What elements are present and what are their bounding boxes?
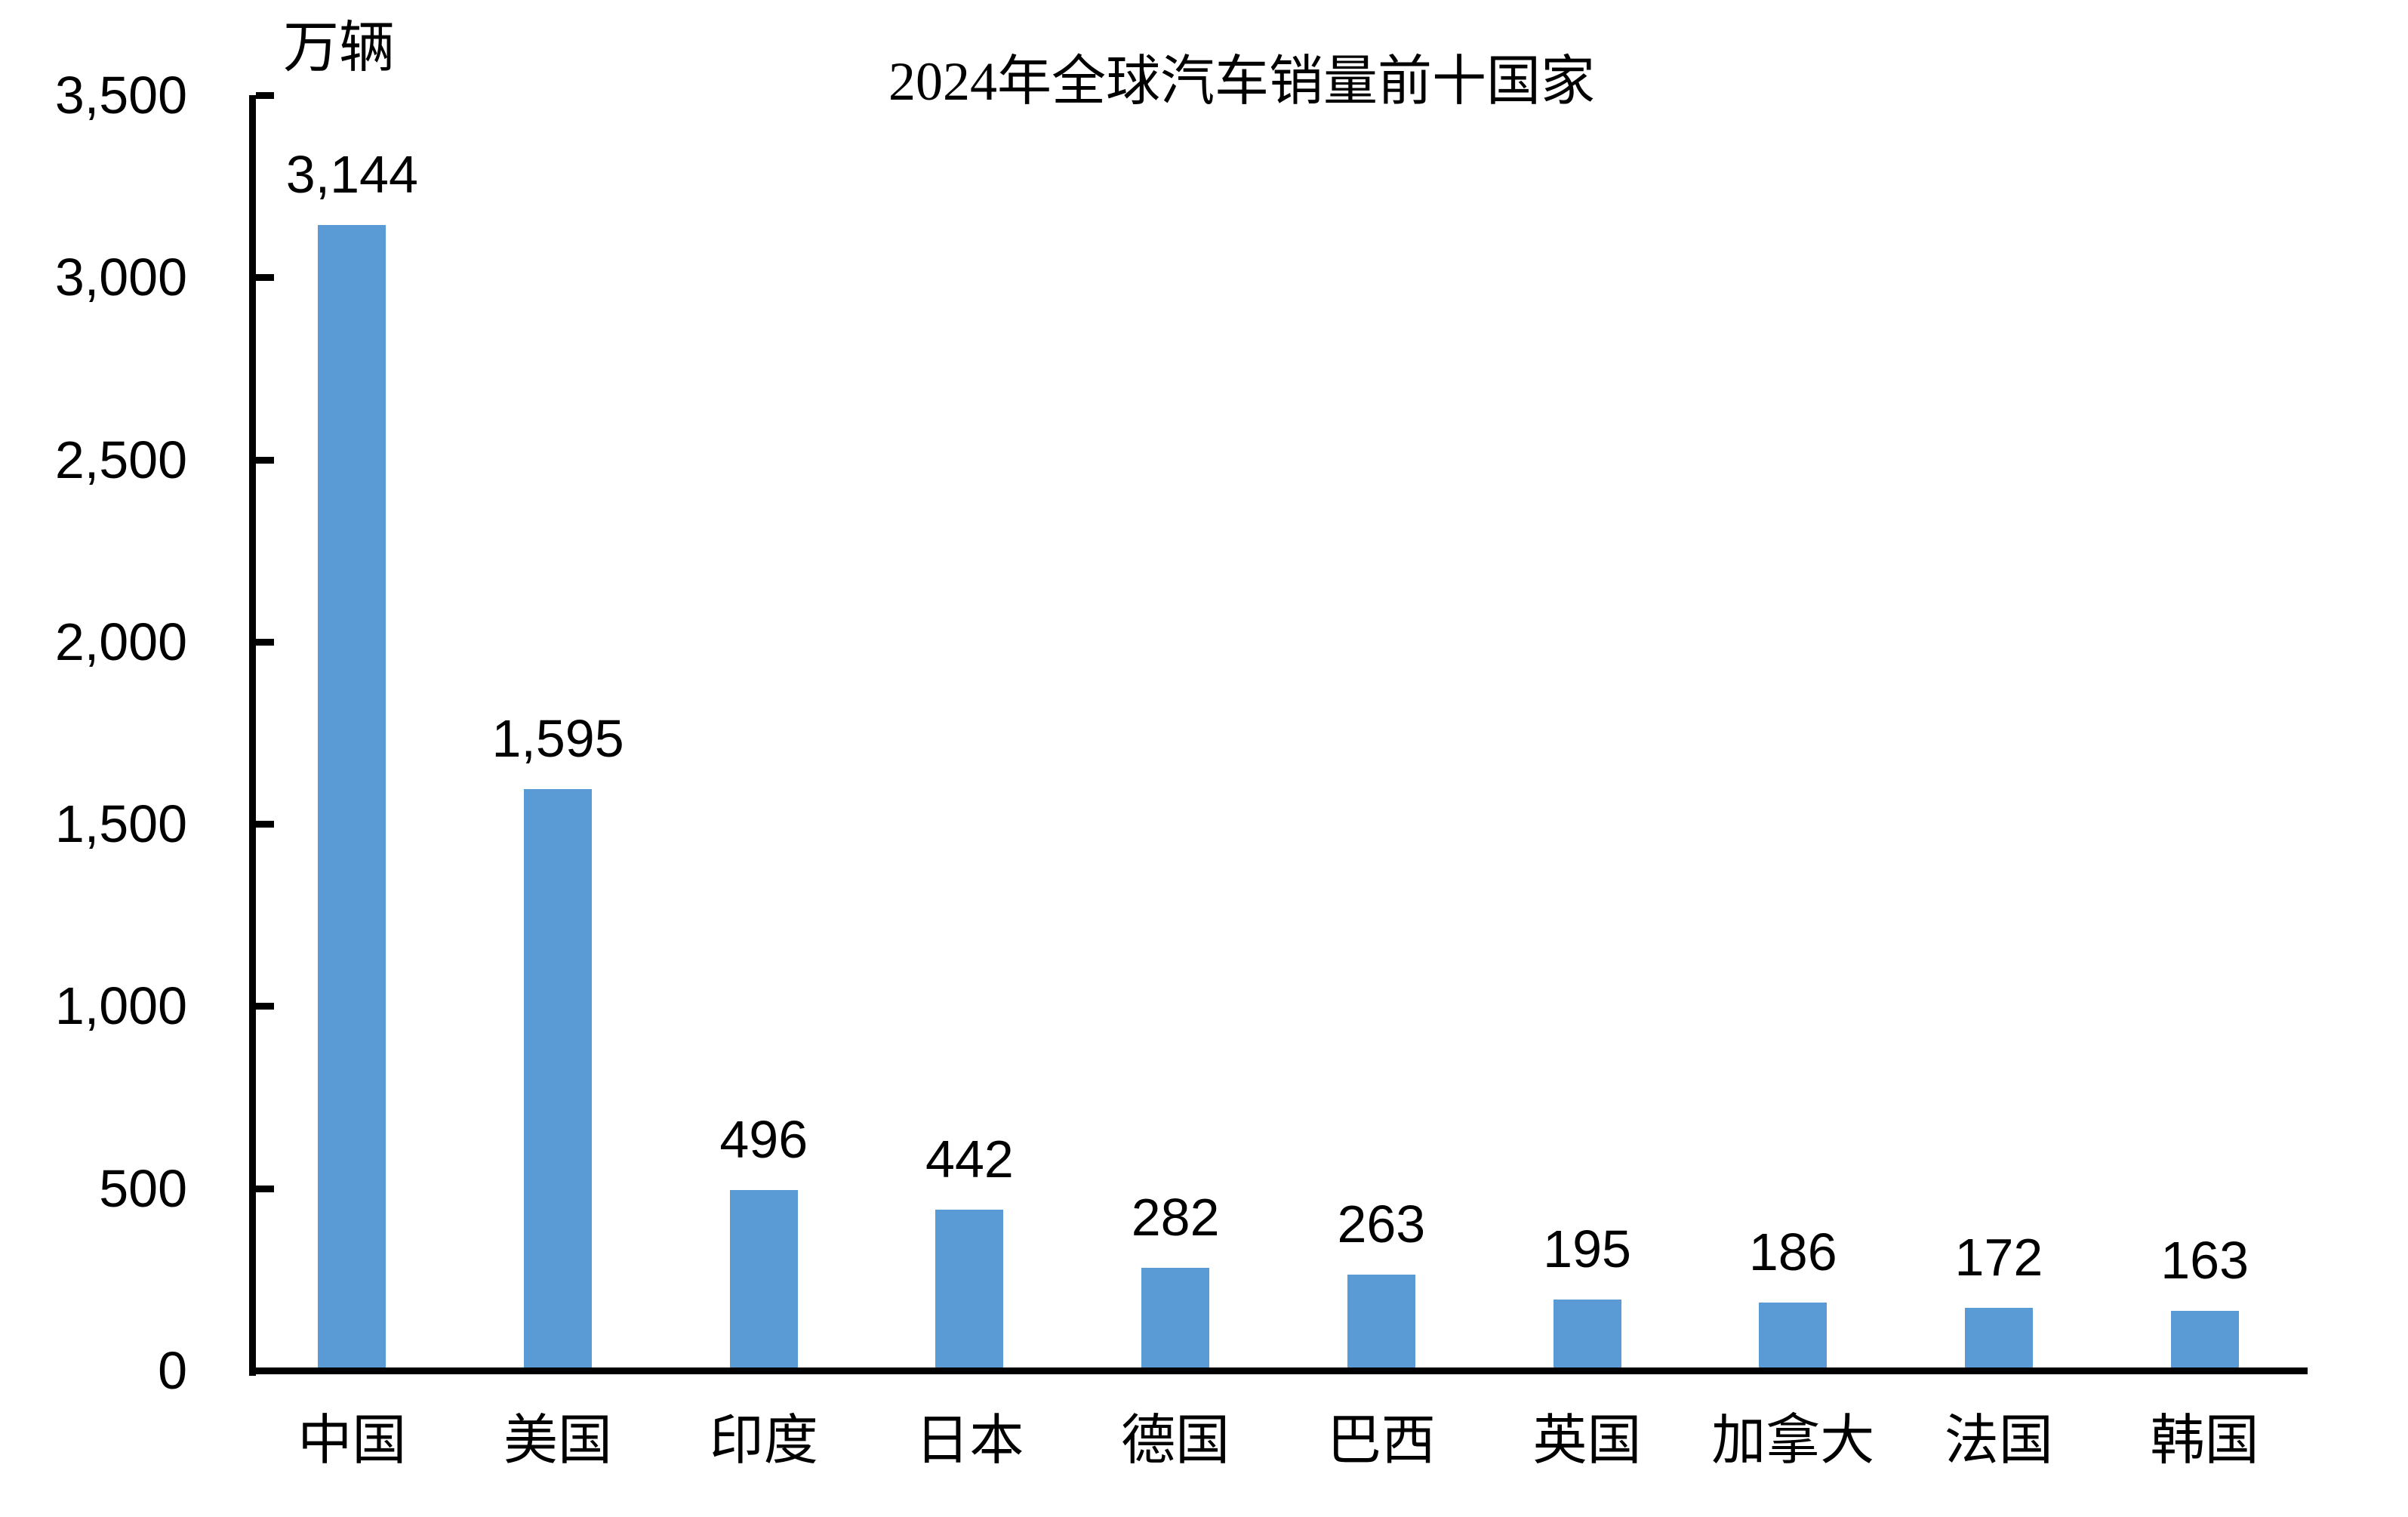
chart-title: 2024年全球汽车销量前十国家 <box>888 51 1595 112</box>
bar <box>935 1209 1004 1367</box>
bar-value-label: 172 <box>1954 1227 2043 1287</box>
bar-value-label: 163 <box>2160 1231 2249 1290</box>
y-axis-tick-label: 3,500 <box>54 66 187 125</box>
y-axis-tick-mark <box>256 274 274 282</box>
x-axis-category-label: 加拿大 <box>1711 1411 1875 1471</box>
y-axis-tick-mark <box>256 1185 274 1192</box>
y-axis-tick-label: 2,500 <box>54 430 187 489</box>
bar <box>318 224 386 1367</box>
bar <box>1553 1299 1621 1367</box>
bar <box>1964 1307 2033 1367</box>
x-axis-category-label: 韩国 <box>2150 1411 2259 1471</box>
bar <box>729 1189 798 1367</box>
bar <box>1759 1303 1828 1367</box>
y-axis-tick-label: 0 <box>158 1341 187 1400</box>
y-axis-unit-label: 万辆 <box>283 17 395 79</box>
y-axis-tick-label: 500 <box>99 1158 187 1218</box>
y-axis-tick-mark <box>256 456 274 464</box>
bar <box>524 789 593 1367</box>
y-axis-tick-label: 3,000 <box>54 248 187 307</box>
bar-value-label: 442 <box>925 1129 1014 1189</box>
y-axis-tick-mark <box>256 638 274 646</box>
bar-value-label: 496 <box>719 1109 808 1169</box>
y-axis-tick-mark <box>256 1003 274 1010</box>
bar-value-label: 1,595 <box>491 709 624 769</box>
x-axis-category-label: 德国 <box>1121 1411 1230 1471</box>
x-axis-category-label: 美国 <box>503 1411 613 1471</box>
bar-value-label: 3,144 <box>285 144 418 204</box>
y-axis-line <box>249 95 256 1376</box>
x-axis-category-label: 法国 <box>1944 1411 2053 1471</box>
x-axis-category-label: 印度 <box>709 1411 818 1471</box>
bar-value-label: 282 <box>1131 1187 1220 1247</box>
bar <box>1347 1275 1415 1367</box>
y-axis-tick-label: 1,000 <box>54 976 187 1036</box>
y-axis-tick-label: 1,500 <box>54 794 187 854</box>
x-axis-category-label: 英国 <box>1532 1411 1642 1471</box>
bar-value-label: 263 <box>1337 1195 1426 1254</box>
y-axis-tick-mark <box>256 92 274 99</box>
x-axis-category-label: 日本 <box>915 1411 1024 1471</box>
bar-value-label: 195 <box>1543 1219 1631 1278</box>
y-axis-tick-mark <box>256 821 274 828</box>
bar-value-label: 186 <box>1748 1223 1837 1282</box>
x-axis-line <box>249 1367 2308 1374</box>
y-axis-tick-label: 2,000 <box>54 612 187 671</box>
x-axis-category-label: 巴西 <box>1326 1411 1436 1471</box>
bar <box>1141 1267 1210 1367</box>
x-axis-category-label: 中国 <box>297 1411 407 1471</box>
bar <box>2170 1311 2239 1367</box>
